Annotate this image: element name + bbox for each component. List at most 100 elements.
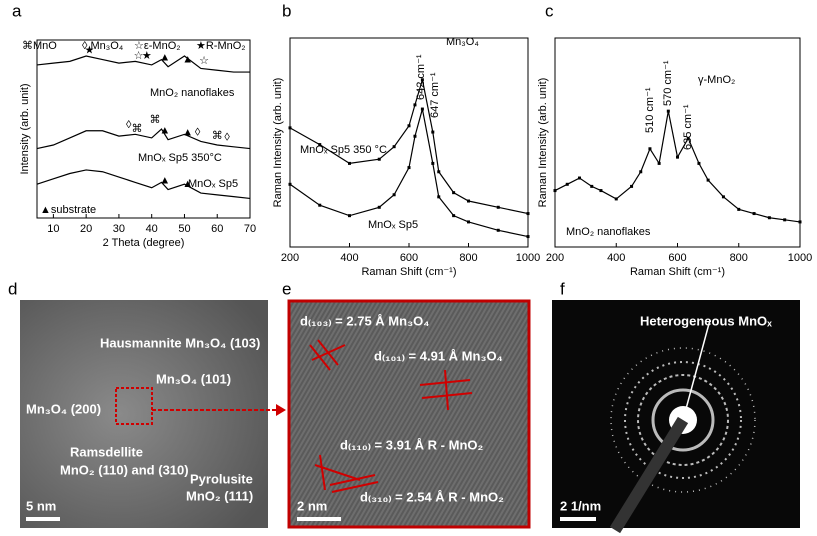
- image-label: d₍₁₀₁₎ = 4.91 Å Mn₃O₄: [374, 348, 503, 363]
- series-line: [36, 128, 251, 150]
- tem-image: [20, 300, 268, 528]
- data-point: [437, 195, 441, 199]
- data-point: [407, 124, 411, 128]
- data-point: [413, 103, 417, 107]
- peak-marker: ⌘: [212, 130, 223, 142]
- data-point: [737, 207, 741, 211]
- data-point: [431, 161, 435, 165]
- x-tick-label: 20: [80, 223, 92, 235]
- x-tick-label: 30: [113, 223, 125, 235]
- scale-label: 2 1/nm: [560, 498, 601, 513]
- data-point: [697, 161, 701, 165]
- data-point: [565, 182, 569, 186]
- peak-marker: ★: [142, 50, 152, 62]
- data-point: [407, 166, 411, 170]
- annotation: 642 cm⁻¹: [415, 54, 427, 100]
- data-point: [553, 189, 557, 193]
- annotation: 647 cm⁻¹: [429, 72, 441, 118]
- peak-marker: ▲: [182, 53, 193, 65]
- data-point: [526, 235, 530, 239]
- y-axis-label: Intensity (arb. unit): [19, 83, 31, 174]
- series-label: MnOₓ Sp5: [368, 219, 418, 231]
- data-point: [452, 214, 456, 218]
- data-point: [752, 212, 756, 216]
- panel-label: f: [560, 279, 565, 298]
- x-axis-label: Raman Shift (cm⁻¹): [630, 266, 725, 278]
- x-tick-label: 600: [400, 252, 418, 264]
- x-axis-label: Raman Shift (cm⁻¹): [361, 266, 456, 278]
- data-point: [798, 220, 802, 224]
- beam-streak: [682, 319, 711, 421]
- series-line: [554, 111, 801, 223]
- plot-frame: [289, 37, 529, 248]
- data-point: [590, 184, 594, 188]
- data-point: [526, 212, 530, 216]
- data-point: [420, 78, 424, 82]
- legend-entry: ☆ε-MnO₂: [134, 40, 181, 52]
- data-point: [377, 205, 381, 209]
- data-point: [377, 157, 381, 161]
- data-point: [392, 193, 396, 197]
- x-tick-label: 1000: [516, 252, 540, 264]
- annotation: 570 cm⁻¹: [662, 60, 674, 106]
- data-point: [676, 155, 679, 159]
- data-point: [348, 161, 351, 165]
- series-line: [289, 108, 529, 238]
- data-point: [721, 195, 725, 199]
- data-point: [288, 126, 292, 130]
- series-line: [289, 79, 529, 215]
- data-point: [413, 134, 417, 138]
- series-line: [36, 55, 250, 73]
- data-point: [666, 109, 670, 113]
- panel-label: e: [282, 279, 291, 298]
- data-point: [630, 184, 634, 188]
- y-axis-label: Raman Intensity (arb. unit): [272, 78, 284, 208]
- image-label: Mn₃O₄ (101): [156, 371, 231, 386]
- annotation: 635 cm⁻¹: [682, 104, 694, 150]
- data-point: [599, 189, 603, 193]
- beam-stop: [609, 416, 689, 534]
- data-point: [657, 161, 661, 165]
- peak-marker: ⌘: [149, 114, 160, 126]
- scale-bar: [560, 517, 596, 521]
- panel-label: b: [282, 1, 291, 20]
- panel-label: a: [12, 1, 22, 20]
- data-point: [767, 216, 771, 220]
- image-label: Heterogeneous MnOₓ: [640, 313, 772, 328]
- y-axis-label: Raman Intensity (arb. unit): [537, 78, 549, 208]
- plot-frame: [36, 39, 251, 219]
- x-axis-label: 2 Theta (degree): [103, 237, 185, 249]
- series-label: MnOₓ Sp5 350°C: [138, 152, 222, 164]
- data-point: [420, 107, 424, 111]
- peak-marker: ★: [84, 44, 94, 56]
- data-point: [288, 182, 292, 186]
- peak-marker: ◊: [224, 132, 230, 144]
- hrtem-image: [287, 299, 531, 529]
- peak-marker: ▲: [159, 125, 170, 137]
- annotation: 510 cm⁻¹: [644, 87, 656, 133]
- x-tick-label: 800: [730, 252, 748, 264]
- data-point: [614, 197, 618, 201]
- x-tick-label: 400: [607, 252, 625, 264]
- data-point: [706, 178, 710, 182]
- data-point: [686, 136, 690, 140]
- series-label: MnOₓ Sp5: [188, 178, 238, 190]
- legend-entry: ★R-MnO₂: [196, 40, 246, 52]
- image-label: MnO₂ (110) and (310): [60, 462, 189, 477]
- data-point: [578, 176, 581, 180]
- image-label: Ramsdellite: [70, 444, 143, 459]
- scale-label: 2 nm: [297, 498, 327, 513]
- data-point: [639, 170, 643, 174]
- diffraction-rings: [610, 347, 756, 493]
- peak-marker: ▲: [182, 126, 193, 138]
- data-point: [467, 220, 470, 224]
- series-label: MnOₓ Sp5 350 °C: [300, 144, 387, 156]
- x-tick-label: 70: [244, 223, 256, 235]
- legend-entry: ⌘MnO: [22, 40, 57, 52]
- image-label: Hausmannite Mn₃O₄ (103): [100, 335, 260, 350]
- image-label: Mn₃O₄ (200): [26, 401, 101, 416]
- image-label: MnO₂ (111): [186, 488, 253, 503]
- data-point: [318, 143, 322, 147]
- annotation: γ-MnO₂: [698, 74, 735, 86]
- data-point: [431, 130, 435, 134]
